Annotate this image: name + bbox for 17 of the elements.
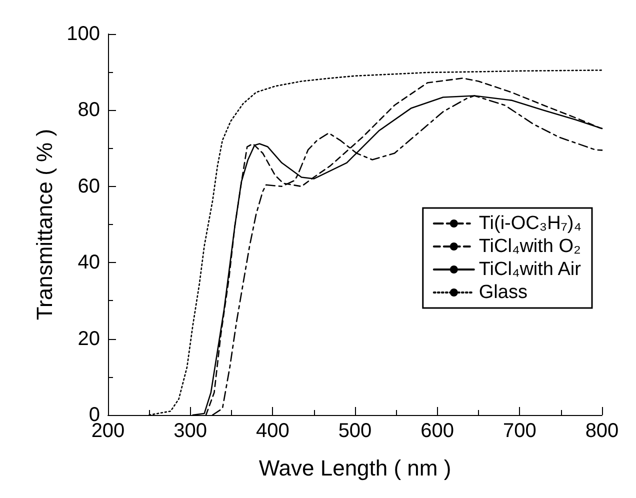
y-tick-label: 40 (78, 252, 100, 274)
legend-label: TiCl₄with Air (478, 259, 582, 280)
x-tick-label: 300 (174, 420, 208, 442)
x-tick-label: 800 (585, 420, 619, 442)
y-tick-label: 80 (78, 99, 100, 122)
y-tick-label: 100 (66, 23, 100, 45)
x-tick-label: 500 (338, 420, 372, 442)
y-axis-title: Transmittance ( % ) (32, 128, 58, 320)
x-axis-title: Wave Length ( nm ) (258, 456, 452, 480)
legend-label: Ti(i-OC₃H₇)₄ (478, 213, 582, 234)
x-tick-label: 600 (420, 420, 454, 442)
y-tick-label: 20 (78, 328, 100, 350)
y-tick-label: 60 (78, 175, 100, 198)
x-tick-label: 400 (256, 420, 290, 442)
legend-label: TiCl₄with O₂ (478, 236, 581, 257)
legend-label: Glass (478, 282, 528, 303)
x-tick-label: 700 (502, 420, 536, 442)
